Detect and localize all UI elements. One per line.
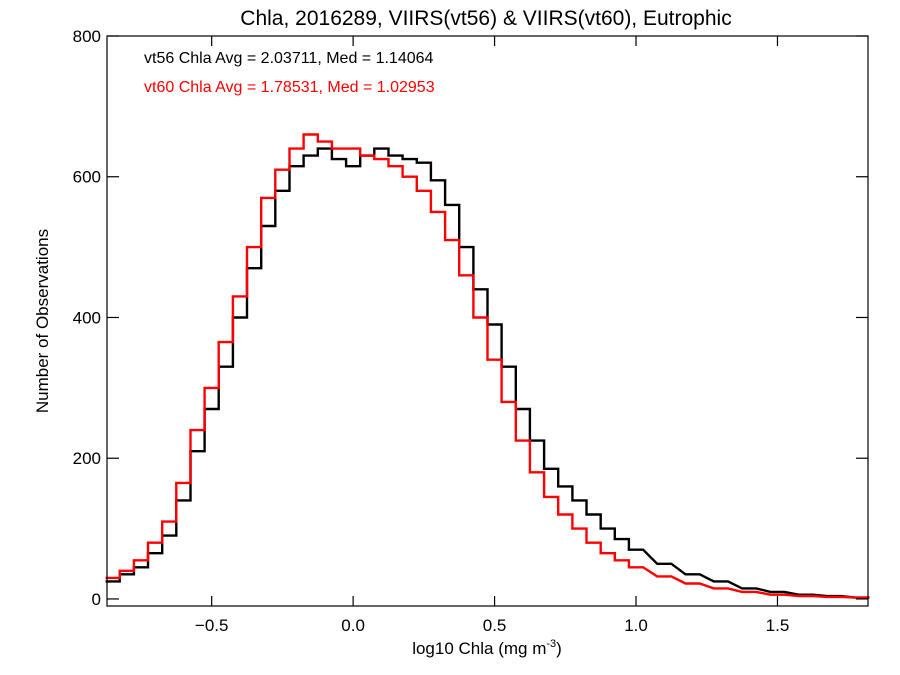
x-axis-label-main: log10 Chla (mg m [412, 639, 546, 658]
x-tick-label: 0.5 [483, 616, 507, 635]
plot-frame [106, 35, 869, 607]
y-tick-label: 600 [73, 168, 101, 187]
x-tick-label: 0.0 [341, 616, 365, 635]
x-axis-label: log10 Chla (mg m-3) [412, 638, 562, 658]
series-layer [105, 133, 870, 599]
x-axis-label-end: ) [556, 639, 562, 658]
y-tick-label: 400 [73, 308, 101, 327]
vt60-stats-annotation: vt60 Chla Avg = 1.78531, Med = 1.02953 [144, 79, 435, 96]
y-tick-label: 800 [73, 27, 101, 46]
y-tick-label: 0 [92, 590, 101, 609]
chart-title: Chla, 2016289, VIIRS(vt56) & VIIRS(vt60)… [240, 7, 731, 30]
histogram-series-1 [105, 133, 870, 599]
axis-ticks: −0.5 0.0 0.5 1.0 1.5 0 200 400 600 800 [73, 27, 868, 635]
x-tick-label: 1.0 [624, 616, 648, 635]
y-axis-label: Number of Observations [33, 229, 52, 413]
y-tick-label: 200 [73, 449, 101, 468]
histogram-series-0 [105, 147, 870, 599]
x-tick-label: 1.5 [766, 616, 790, 635]
x-axis-label-superscript: -3 [546, 638, 556, 650]
x-tick-label: −0.5 [195, 616, 229, 635]
vt56-stats-annotation: vt56 Chla Avg = 2.03711, Med = 1.14064 [144, 50, 434, 67]
